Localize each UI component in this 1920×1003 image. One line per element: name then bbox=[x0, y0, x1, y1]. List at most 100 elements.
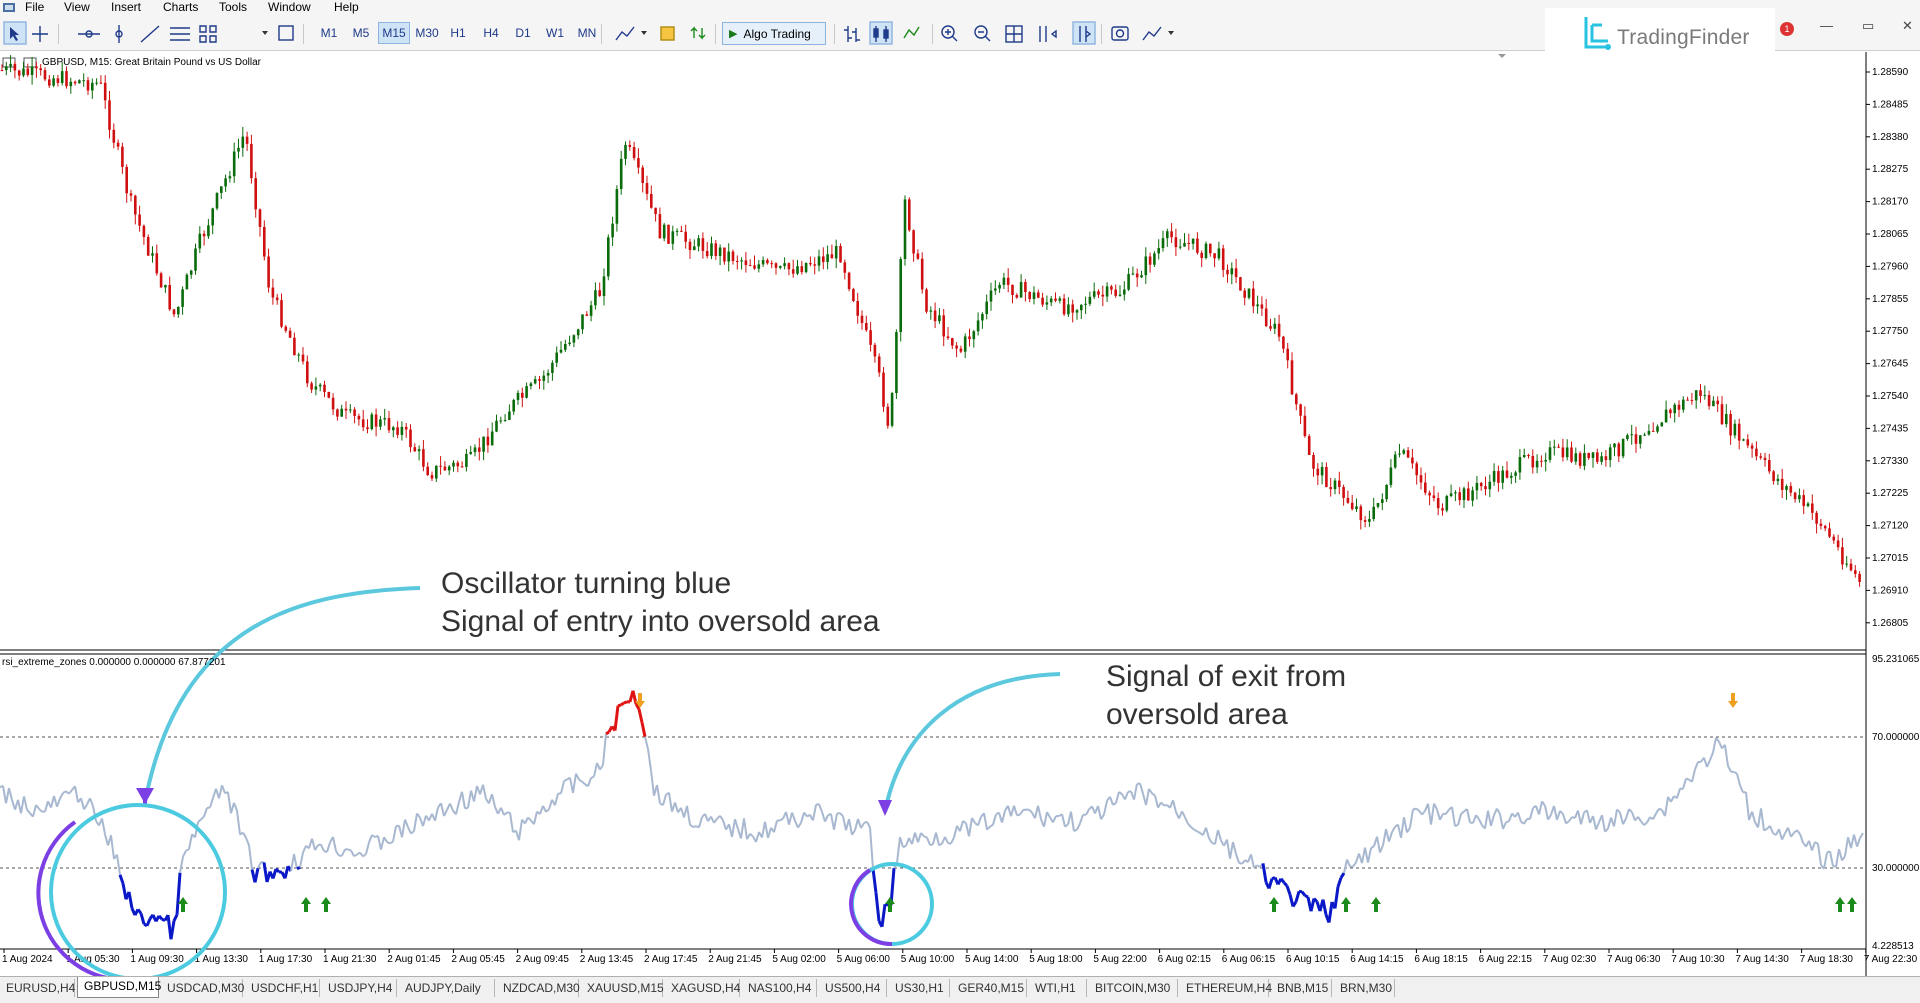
oscillator-segment bbox=[1854, 835, 1857, 847]
line-chart-icon[interactable] bbox=[904, 27, 919, 38]
autoscroll-icon[interactable] bbox=[1040, 26, 1056, 42]
bar-chart-icon[interactable] bbox=[844, 26, 860, 42]
indicators-dropdown-icon[interactable] bbox=[1168, 31, 1174, 35]
menu-file[interactable]: File bbox=[25, 0, 44, 14]
symbol-tab[interactable]: GER40,M15 bbox=[952, 979, 1027, 997]
candle-body bbox=[250, 144, 253, 178]
menu-view[interactable]: View bbox=[64, 0, 90, 14]
candle-body bbox=[1708, 395, 1711, 406]
menu-insert[interactable]: Insert bbox=[111, 0, 141, 14]
timeframe-h1[interactable]: H1 bbox=[446, 22, 470, 44]
depth-of-market-icon[interactable] bbox=[691, 28, 705, 38]
symbol-tab[interactable]: BRN,M30 bbox=[1334, 979, 1395, 997]
timeframe-w1[interactable]: W1 bbox=[542, 22, 568, 44]
candle-body bbox=[891, 393, 894, 426]
candle-body bbox=[1751, 446, 1754, 449]
symbol-tab[interactable]: EURUSD,H4 bbox=[0, 979, 75, 997]
close-icon[interactable]: ✕ bbox=[1902, 18, 1913, 34]
symbol-tab[interactable]: ETHEREUM,H4 bbox=[1180, 979, 1269, 997]
candle-body bbox=[1304, 416, 1307, 436]
candle-body bbox=[125, 167, 128, 193]
chart-area[interactable]: 1.285901.284851.283801.282751.281701.280… bbox=[0, 52, 1920, 976]
oscillator-segment bbox=[1644, 823, 1647, 826]
brand-name: TradingFinder bbox=[1617, 26, 1750, 50]
oscillator-segment bbox=[393, 826, 396, 841]
symbol-tab[interactable]: XAUUSD,M15 bbox=[581, 979, 663, 997]
symbol-tab[interactable]: US500,H4 bbox=[819, 979, 887, 997]
candle-body bbox=[452, 463, 455, 467]
oscillator-segment bbox=[870, 827, 873, 868]
minimize-icon[interactable]: — bbox=[1820, 18, 1833, 33]
candle-body bbox=[1226, 270, 1229, 274]
symbol-tab[interactable]: BNB,M15 bbox=[1271, 979, 1332, 997]
oscillator-segment bbox=[882, 904, 885, 927]
symbol-tab[interactable]: WTI,H1 bbox=[1029, 979, 1087, 997]
notification-badge[interactable]: 1 bbox=[1780, 22, 1794, 36]
symbol-tab[interactable]: XAGUSD,H4 bbox=[665, 979, 740, 997]
menu-window[interactable]: Window bbox=[268, 0, 311, 14]
oscillator-segment bbox=[564, 779, 567, 781]
symbol-tab[interactable]: US30,H1 bbox=[889, 979, 950, 997]
channel-icon[interactable] bbox=[170, 28, 190, 40]
oscillator-segment bbox=[1053, 816, 1056, 822]
oscillator-segment bbox=[1344, 860, 1347, 874]
timeframe-m1[interactable]: M1 bbox=[316, 22, 342, 44]
candle-body bbox=[1291, 360, 1294, 394]
maximize-icon[interactable]: ▭ bbox=[1862, 18, 1874, 34]
zoom-box-icon[interactable] bbox=[279, 26, 293, 40]
shapes-icon[interactable] bbox=[200, 26, 216, 42]
symbol-tab[interactable]: USDCHF,H1 bbox=[245, 979, 320, 997]
crosshair-icon[interactable] bbox=[32, 26, 48, 42]
timeframe-m30[interactable]: M30 bbox=[412, 22, 442, 44]
candle-body bbox=[856, 301, 859, 316]
timeframe-m5[interactable]: M5 bbox=[348, 22, 374, 44]
chart-shift-icon[interactable] bbox=[1073, 22, 1095, 44]
menu-help[interactable]: Help bbox=[334, 0, 359, 14]
candle-body bbox=[1153, 253, 1156, 264]
oscillator-segment bbox=[594, 763, 597, 777]
candle-body bbox=[1347, 498, 1350, 503]
symbol-tab[interactable]: GBPUSD,M15 bbox=[77, 977, 159, 998]
screenshot-icon[interactable] bbox=[1112, 27, 1128, 40]
horizontal-line-icon[interactable] bbox=[78, 31, 100, 37]
candle-body bbox=[1725, 414, 1728, 424]
oscillator-segment bbox=[1218, 830, 1221, 841]
candle-body bbox=[100, 83, 103, 84]
oscillator-segment bbox=[1017, 815, 1020, 816]
indicators-icon[interactable] bbox=[1143, 27, 1161, 40]
trendline-icon[interactable] bbox=[141, 26, 159, 42]
chart-templates-icon[interactable] bbox=[616, 27, 634, 40]
timeframe-h4[interactable]: H4 bbox=[478, 22, 504, 44]
symbol-tab[interactable]: BITCOIN,M30 bbox=[1089, 979, 1178, 997]
candle-body bbox=[1269, 326, 1272, 329]
symbol-tab[interactable]: USDCAD,M30 bbox=[161, 979, 243, 997]
candlestick-chart-icon[interactable] bbox=[870, 22, 892, 44]
candle-body bbox=[1656, 426, 1659, 431]
candle-body bbox=[1059, 298, 1062, 300]
timeframe-mn[interactable]: MN bbox=[572, 22, 602, 44]
algo-trading-button[interactable]: ▶ Algo Trading bbox=[722, 22, 826, 45]
symbol-tab[interactable]: NAS100,H4 bbox=[742, 979, 817, 997]
menu-charts[interactable]: Charts bbox=[163, 0, 198, 14]
candle-body bbox=[160, 273, 163, 287]
symbol-tab[interactable]: USDJPY,H4 bbox=[322, 979, 397, 997]
oscillator-segment bbox=[372, 835, 375, 837]
vertical-line-icon[interactable] bbox=[116, 25, 122, 43]
timeframe-m15[interactable]: M15 bbox=[378, 22, 410, 44]
oscillator-segment bbox=[1329, 902, 1332, 923]
symbol-tab[interactable]: AUDJPY,Daily bbox=[399, 979, 495, 997]
candle-body bbox=[994, 288, 997, 290]
candle-body bbox=[1441, 508, 1444, 510]
shapes-dropdown-icon[interactable] bbox=[262, 31, 268, 35]
oscillator-segment bbox=[978, 817, 981, 826]
timeframe-d1[interactable]: D1 bbox=[510, 22, 536, 44]
candle-body bbox=[199, 234, 202, 249]
candle-body bbox=[1076, 310, 1079, 312]
candle-body bbox=[568, 343, 571, 344]
candle-body bbox=[512, 400, 515, 412]
symbol-tab[interactable]: NZDCAD,M30 bbox=[497, 979, 579, 997]
new-order-icon[interactable] bbox=[661, 27, 674, 40]
menu-tools[interactable]: Tools bbox=[219, 0, 247, 14]
candle-body bbox=[1071, 304, 1074, 312]
candle-body bbox=[874, 345, 877, 357]
